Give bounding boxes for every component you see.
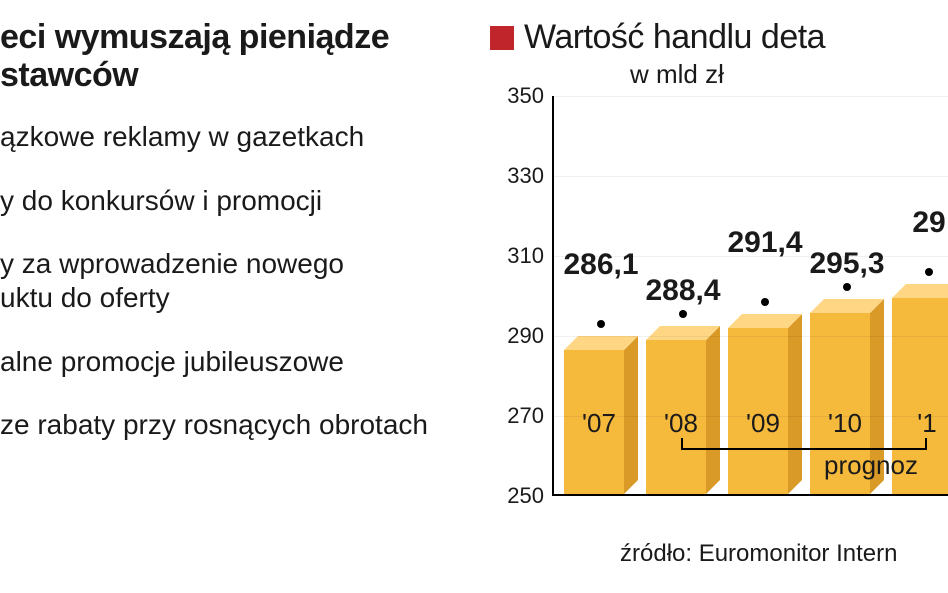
bar-value-label: 286,1: [563, 248, 638, 282]
left-heading-line2: stawców: [0, 56, 138, 94]
bar-value-label: 288,4: [645, 274, 720, 308]
bar: [728, 314, 802, 494]
left-column: eci wymuszają pieniądze stawców ązkowe r…: [0, 0, 490, 593]
x-tick-label: '08: [664, 408, 698, 439]
chart-source: źródło: Euromonitor Intern: [620, 540, 897, 568]
x-tick-label: '1: [917, 408, 936, 439]
y-axis: 250270290310330350: [490, 96, 550, 496]
x-tick-label: '07: [582, 408, 616, 439]
bullet-item: ze rabaty przy rosnących obrotach: [0, 408, 480, 442]
bar-dot: [843, 283, 851, 291]
bar-dot: [761, 298, 769, 306]
x-tick-label: '10: [828, 408, 862, 439]
y-tick: 310: [507, 243, 544, 269]
y-tick: 290: [507, 323, 544, 349]
bullet-item: y za wprowadzenie nowegouktu do oferty: [0, 247, 480, 314]
grid-line: [554, 96, 948, 97]
chart-subtitle: w mld zł: [630, 59, 948, 90]
chart-title: Wartość handlu deta: [490, 18, 948, 57]
grid-line: [554, 336, 948, 337]
grid-line: [554, 176, 948, 177]
y-tick: 350: [507, 83, 544, 109]
y-tick: 330: [507, 163, 544, 189]
forecast-label: prognoz: [824, 450, 918, 481]
bullet-item: alne promocje jubileuszowe: [0, 345, 480, 379]
bullet-item: y do konkursów i promocji: [0, 184, 480, 218]
bar-dot: [597, 320, 605, 328]
forecast-bracket: [681, 438, 927, 450]
x-tick-label: '09: [746, 408, 780, 439]
legend-square-icon: [490, 26, 514, 50]
left-heading: eci wymuszają pieniądze stawców: [0, 18, 480, 94]
bullet-list: ązkowe reklamy w gazetkach y do konkursów…: [0, 120, 480, 442]
y-tick: 250: [507, 483, 544, 509]
y-tick: 270: [507, 403, 544, 429]
bar-value-label: 29: [912, 206, 945, 240]
bullet-item: ązkowe reklamy w gazetkach: [0, 120, 480, 154]
bar-value-label: 295,3: [809, 247, 884, 281]
chart-area: 250270290310330350 286,1288,4291,4295,32…: [490, 96, 948, 496]
chart-title-text: Wartość handlu deta: [524, 18, 825, 56]
bar-dot: [679, 310, 687, 318]
left-heading-line1: eci wymuszają pieniądze: [0, 18, 389, 56]
bar-dot: [925, 268, 933, 276]
chart-column: Wartość handlu deta w mld zł 250 270 290 31…: [490, 0, 948, 593]
grid-line: [554, 256, 948, 257]
